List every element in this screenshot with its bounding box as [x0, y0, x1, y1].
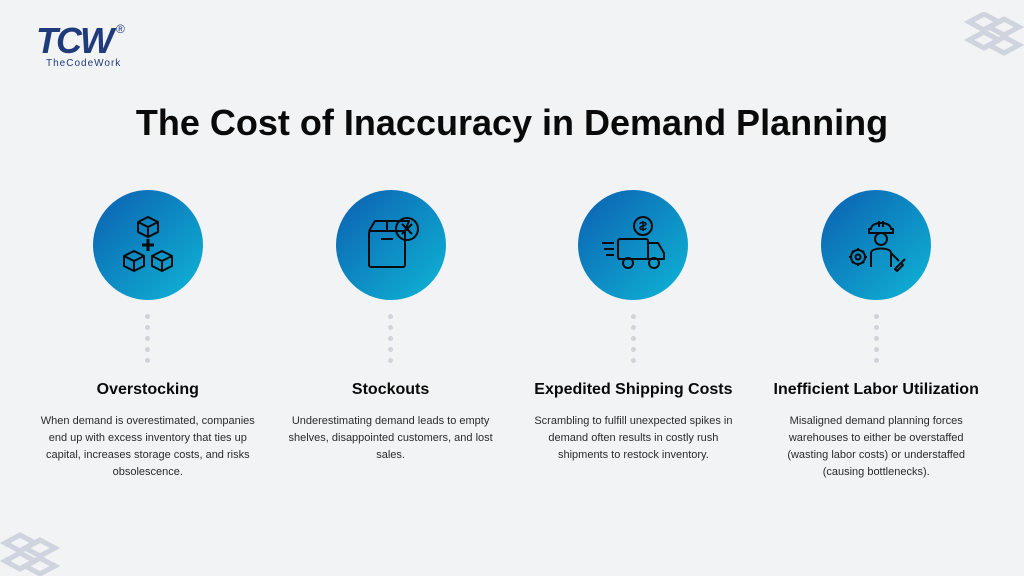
worker-gear-icon [843, 213, 909, 277]
logo: TCW ® TheCodeWork [36, 20, 125, 69]
page-title: The Cost of Inaccuracy in Demand Plannin… [0, 102, 1024, 144]
connector-dots [631, 314, 636, 363]
icon-circle [93, 190, 203, 300]
icon-circle [578, 190, 688, 300]
connector-dots [874, 314, 879, 363]
columns-container: Overstocking When demand is overestimate… [0, 190, 1024, 481]
icon-circle [336, 190, 446, 300]
icon-circle [821, 190, 931, 300]
connector-dots [388, 314, 393, 363]
column-stockouts: Stockouts Underestimating demand leads t… [276, 190, 506, 481]
deco-top-right [964, 12, 1024, 57]
truck-dollar-icon [598, 213, 668, 277]
column-description: Scrambling to fulfill unexpected spikes … [518, 413, 748, 464]
box-x-icon [359, 213, 423, 277]
boxes-plus-icon [116, 213, 180, 277]
connector-dots [145, 314, 150, 363]
column-title: Expedited Shipping Costs [534, 381, 732, 399]
logo-registered: ® [116, 22, 125, 36]
column-shipping: Expedited Shipping Costs Scrambling to f… [518, 190, 748, 481]
column-description: Misaligned demand planning forces wareho… [761, 413, 991, 481]
logo-subtext: TheCodeWork [46, 58, 121, 69]
column-description: Underestimating demand leads to empty sh… [276, 413, 506, 464]
column-description: When demand is overestimated, companies … [33, 413, 263, 481]
column-title: Stockouts [352, 381, 429, 399]
column-title: Overstocking [97, 381, 199, 399]
logo-text: TCW [36, 20, 112, 62]
column-labor: Inefficient Labor Utilization Misaligned… [761, 190, 991, 481]
column-overstocking: Overstocking When demand is overestimate… [33, 190, 263, 481]
deco-bottom-left [0, 531, 60, 576]
column-title: Inefficient Labor Utilization [774, 381, 979, 399]
